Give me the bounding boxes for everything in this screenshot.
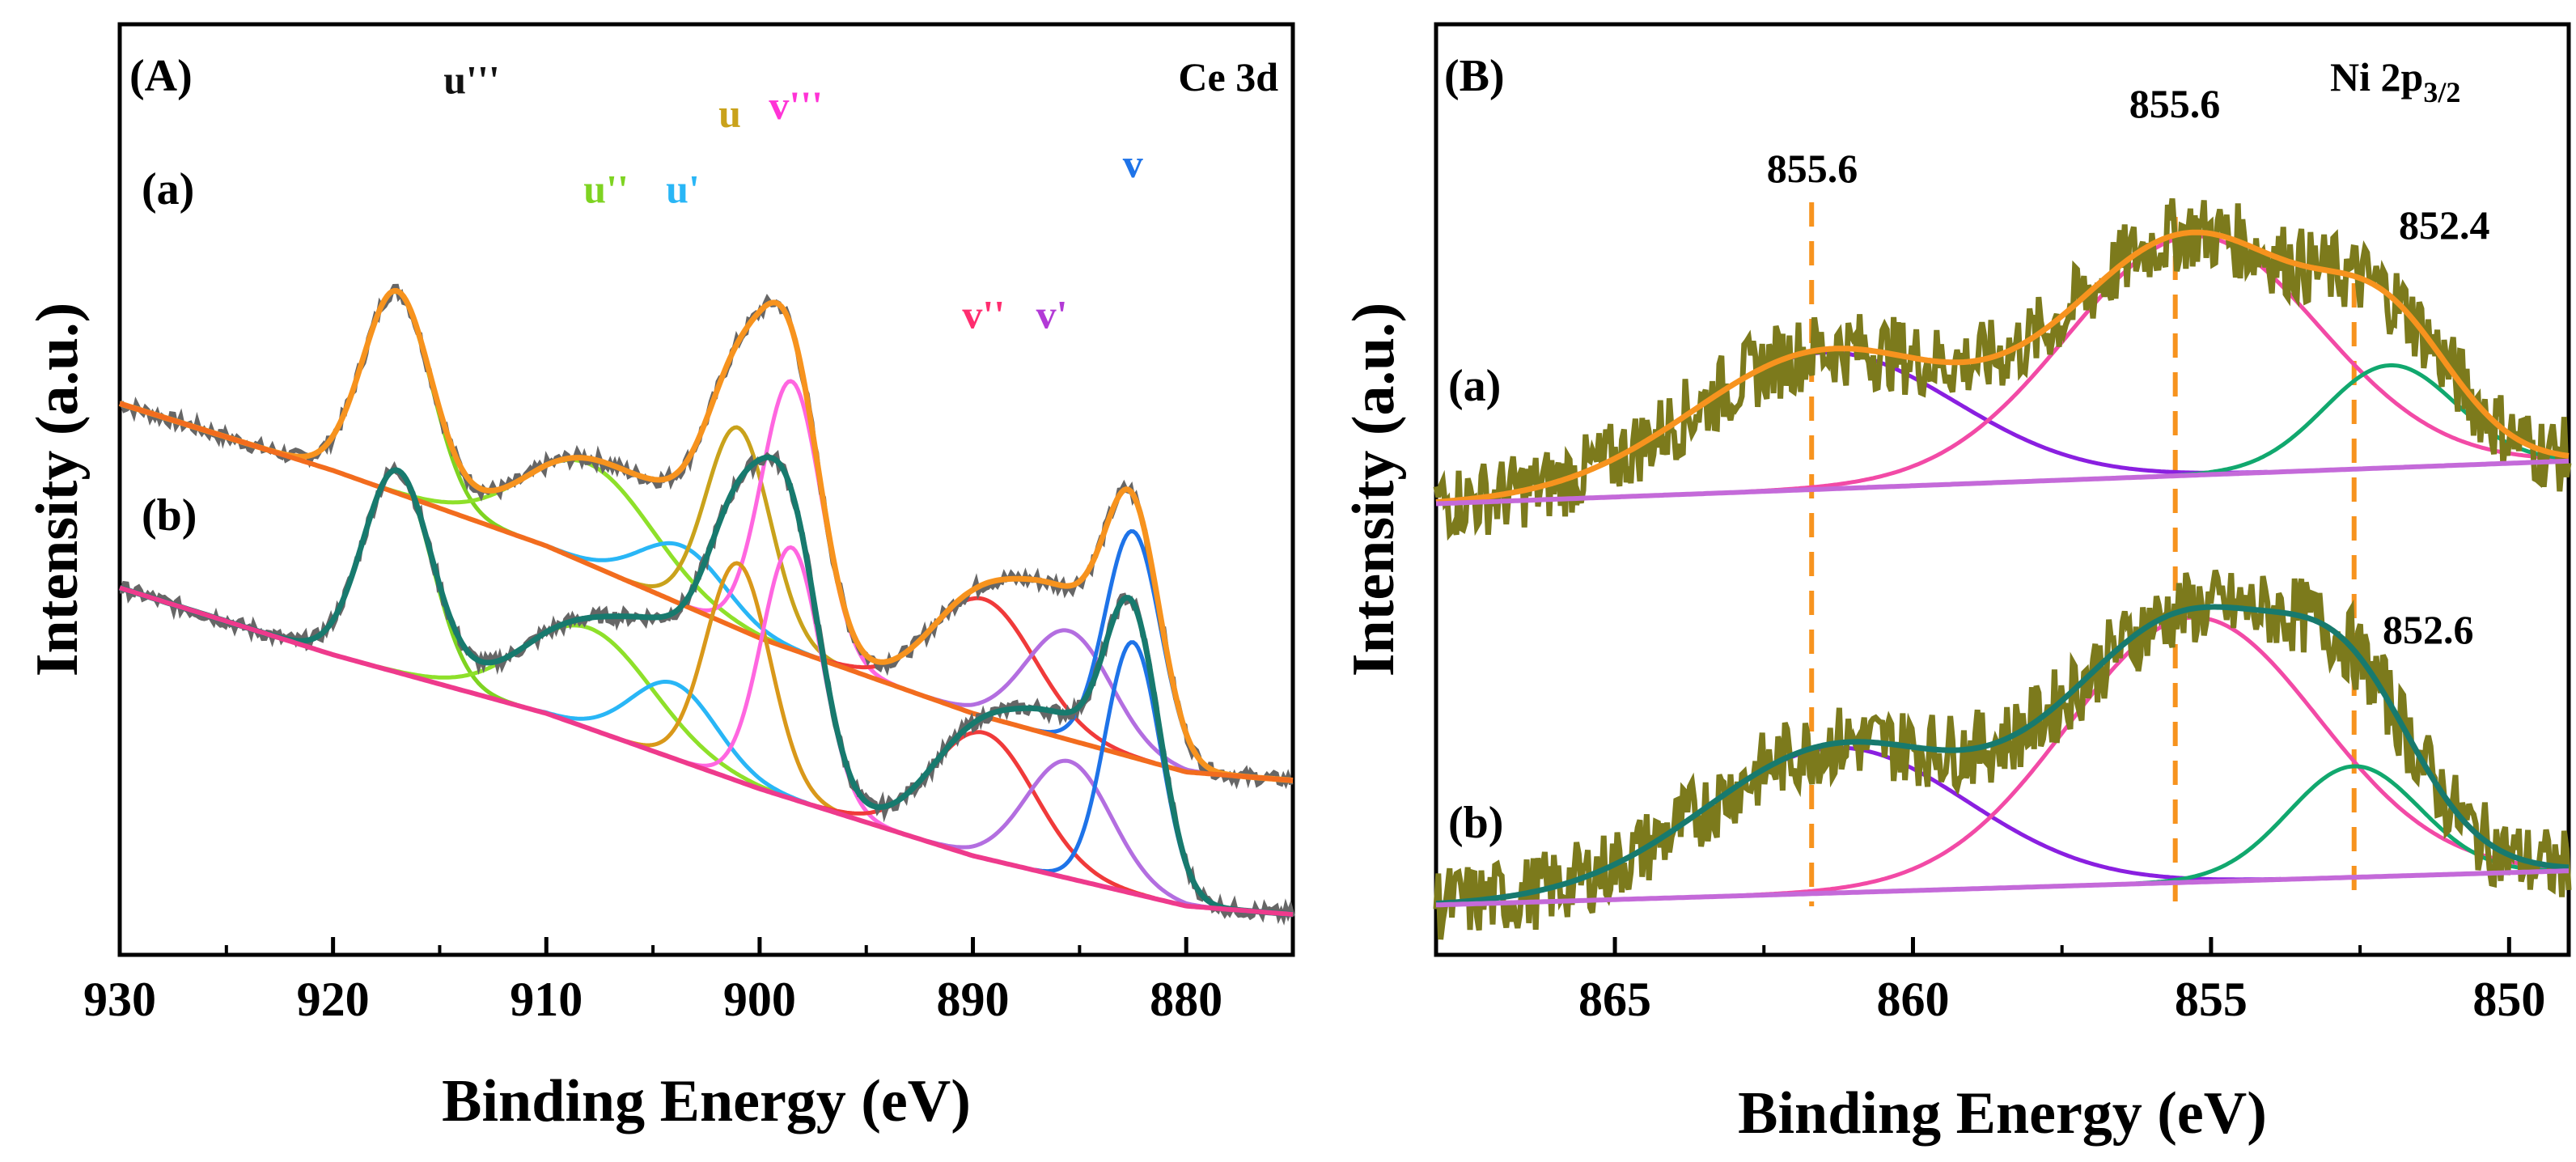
panel-a-sample-b-label: (b)	[142, 490, 197, 541]
panel-a-frame	[117, 22, 1295, 957]
x-tick-label: 880	[1150, 973, 1222, 1026]
panel-a-sample-b-component-4	[684, 545, 897, 833]
peak-label-5: v''	[962, 292, 1005, 337]
panel-a-peak-labels: u''' u'' u' u v''' v'' v' v	[443, 57, 1143, 337]
panel-b-core-level-main: Ni 2p	[2330, 54, 2423, 100]
panel-b-y-axis-title: Intensity (a.u.)	[1341, 303, 1407, 677]
panel-a-sample-b-component-2	[536, 680, 811, 806]
peak-label-1: u''	[583, 166, 629, 211]
panel-b-label: (B)	[1444, 51, 1505, 101]
panel-a-sample-b-component-6	[926, 758, 1211, 910]
panel-b-sample-a-baseline	[1435, 458, 2570, 507]
panel-a-sample-b-baseline	[119, 585, 1294, 917]
panel-b-sample-b-label: (b)	[1448, 798, 1503, 848]
x-tick-label: 910	[510, 973, 583, 1026]
panel-b-sample-a-raw	[1433, 197, 2572, 541]
x-tick-label: 900	[723, 973, 796, 1026]
panel-a-sample-a-component-4	[684, 379, 900, 689]
panel-a-sample-b-component-1	[377, 623, 801, 804]
panel-a-x-ticks: 930 920 910 900 890 880	[83, 937, 1294, 1026]
panel-b: 865 860 855 850 (B) Ni 2p3/2 (a) (b) 855.6 …	[1341, 22, 2572, 1147]
panel-a-sample-b-component-3	[625, 561, 850, 819]
x-tick-label: 890	[937, 973, 1010, 1026]
panel-a-sample-a-component-2	[548, 541, 818, 660]
panel-a-sample-a-component-3	[625, 425, 850, 672]
panel-a-sample-a-raw	[119, 283, 1294, 790]
panel-a-sample-a-baseline	[119, 401, 1294, 783]
panel-b-sample-b-component-1	[1746, 615, 2570, 897]
panel-a-label: (A)	[129, 51, 193, 101]
panel-a-sample-b-raw	[119, 449, 1295, 926]
x-tick-label: 865	[1578, 973, 1651, 1026]
x-tick-label: 930	[83, 973, 156, 1026]
panel-a-core-level: Ce 3d	[1178, 54, 1278, 100]
peak-label-3: u	[718, 91, 741, 136]
panel-b-core-level-sub: 3/2	[2423, 76, 2460, 108]
panel-a-sample-b-component-5	[811, 730, 1155, 901]
panel-b-dashed-lines	[1809, 202, 2357, 906]
panel-b-x-axis-title: Binding Energy (eV)	[1738, 1080, 2267, 1147]
panel-b-core-level: Ni 2p3/2	[2330, 54, 2460, 108]
panel-a-sample-a-envelope	[118, 287, 1294, 783]
panel-b-sample-b-component-0	[1435, 745, 2282, 906]
panel-b-value-label-shoulder-a: 852.4	[2399, 202, 2490, 248]
peak-label-7: v	[1123, 141, 1143, 186]
panel-b-value-label-shoulder-b: 852.6	[2383, 607, 2474, 652]
x-tick-label: 860	[1876, 973, 1949, 1026]
peak-label-2: u'	[666, 166, 700, 211]
panel-b-value-label-main: 855.6	[2129, 81, 2221, 126]
panel-b-x-ticks: 865 860 855 850	[1578, 937, 2545, 1026]
panel-a: 930 920 910 900 890 880 (A) Ce 3d (a) (b) u''…	[24, 22, 1295, 1134]
x-tick-label: 855	[2175, 973, 2248, 1026]
panel-a-sample-b-component-7	[1034, 640, 1232, 911]
peak-label-4: v'''	[769, 83, 823, 128]
panel-b-curves	[1433, 197, 2572, 940]
panel-a-y-axis-title: Intensity (a.u.)	[24, 303, 91, 677]
peak-label-6: v'	[1036, 292, 1068, 337]
panel-b-sample-b-baseline	[1436, 868, 2569, 908]
panel-a-sample-a-component-5	[811, 596, 1155, 765]
panel-b-sample-a-envelope	[1435, 229, 2570, 505]
panel-a-sample-a-label: (a)	[142, 164, 194, 214]
x-tick-label: 920	[297, 973, 370, 1026]
panel-b-frame	[1434, 22, 2571, 957]
panel-a-curves	[118, 283, 1295, 926]
panel-b-sample-b-envelope	[1435, 604, 2570, 907]
x-tick-label: 850	[2472, 973, 2545, 1026]
panel-a-sample-b-envelope	[118, 454, 1294, 918]
peak-label-0: u'''	[443, 57, 499, 103]
panel-b-sample-a-label: (a)	[1448, 361, 1501, 411]
panel-a-x-axis-title: Binding Energy (eV)	[442, 1068, 971, 1134]
panel-b-sample-a-component-1	[1748, 234, 2570, 494]
panel-b-value-label-satellite: 855.6	[1767, 146, 1858, 191]
